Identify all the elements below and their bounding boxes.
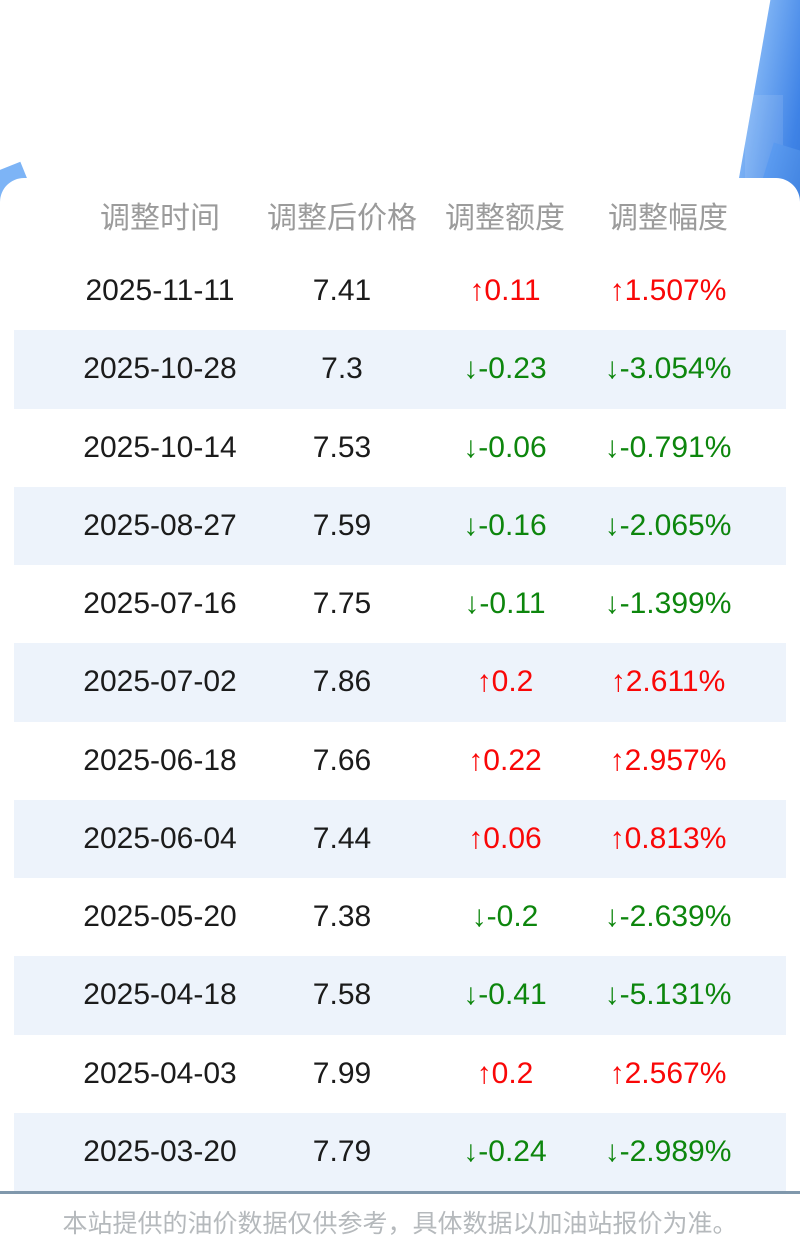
column-header-percent: 调整幅度 — [608, 202, 728, 235]
row-percent: ↑1.507% — [609, 274, 727, 308]
row-percent: ↑2.957% — [609, 743, 727, 777]
column-header-price: 调整后价格 — [267, 202, 417, 235]
row-date: 2025-11-11 — [85, 274, 235, 308]
row-price: 7.86 — [312, 665, 372, 699]
row-percent: ↑0.813% — [609, 821, 727, 855]
banner-bar-decoration — [575, 112, 623, 187]
table-row: 2025-04-03 7.99 ↑0.2 ↑2.567% — [14, 1035, 786, 1113]
row-date: 2025-07-16 — [83, 587, 237, 621]
row-change: ↑0.11 — [469, 274, 541, 308]
page-subtitle: 南方财富网整理 — [295, 105, 505, 138]
row-price: 7.53 — [312, 430, 372, 464]
table-row: 2025-10-28 7.3 ↓-0.23 ↓-3.054% — [14, 330, 786, 409]
row-price: 7.41 — [312, 274, 372, 308]
row-date: 2025-04-18 — [83, 978, 237, 1012]
table-row: 2025-07-02 7.86 ↑0.2 ↑2.611% — [14, 643, 786, 722]
row-change: ↓-0.2 — [471, 900, 539, 934]
table-header-row: 调整时间 调整后价格 调整额度 调整幅度 — [14, 178, 786, 252]
row-date: 2025-06-04 — [83, 821, 237, 855]
row-percent: ↓-2.639% — [604, 900, 732, 934]
row-price: 7.66 — [312, 743, 372, 777]
row-percent: ↓-2.989% — [604, 1134, 732, 1168]
row-date: 2025-10-28 — [83, 352, 237, 386]
row-date: 2025-03-20 — [83, 1134, 237, 1168]
footer-disclaimer: 本站提供的油价数据仅供参考，具体数据以加油站报价为准。 — [0, 1194, 800, 1238]
price-table-card: 调整时间 调整后价格 调整额度 调整幅度 2025-11-11 7.41 ↑0.… — [0, 178, 800, 1191]
table-row: 2025-07-16 7.75 ↓-0.11 ↓-1.399% — [14, 565, 786, 643]
table-row: 2025-05-20 7.38 ↓-0.2 ↓-2.639% — [14, 878, 786, 956]
row-change: ↑0.2 — [476, 665, 534, 699]
table-row: 2025-03-20 7.79 ↓-0.24 ↓-2.989% — [14, 1112, 786, 1191]
row-price: 7.3 — [321, 352, 363, 386]
row-price: 7.79 — [312, 1134, 372, 1168]
row-percent: ↑2.611% — [610, 665, 726, 699]
row-price: 7.75 — [312, 587, 372, 621]
row-date: 2025-06-18 — [83, 743, 237, 777]
row-percent: ↓-3.054% — [604, 352, 732, 386]
table-row: 2025-10-14 7.53 ↓-0.06 ↓-0.791% — [14, 409, 786, 487]
row-percent: ↓-1.399% — [604, 587, 732, 621]
row-percent: ↓-5.131% — [604, 978, 732, 1012]
row-price: 7.38 — [312, 900, 372, 934]
row-change: ↑0.06 — [468, 821, 542, 855]
row-change: ↓-0.24 — [463, 1134, 547, 1168]
table-row: 2025-06-18 7.66 ↑0.22 ↑2.957% — [14, 722, 786, 800]
row-date: 2025-08-27 — [83, 508, 237, 542]
row-date: 2025-07-02 — [83, 665, 237, 699]
row-change: ↑0.22 — [468, 743, 542, 777]
footer-divider — [0, 1191, 800, 1194]
column-header-change: 调整额度 — [445, 202, 565, 235]
table-row: 2025-04-18 7.58 ↓-0.41 ↓-5.131% — [14, 956, 786, 1035]
row-percent: ↓-0.791% — [604, 430, 732, 464]
page-title: 山东济宁95号汽油历史油价表 — [65, 29, 735, 85]
row-price: 7.58 — [312, 978, 372, 1012]
row-percent: ↓-2.065% — [604, 508, 732, 542]
row-price: 7.99 — [312, 1056, 372, 1090]
table-row: 2025-11-11 7.41 ↑0.11 ↑1.507% — [14, 252, 786, 330]
row-change: ↓-0.41 — [463, 978, 547, 1012]
table-row: 2025-06-04 7.44 ↑0.06 ↑0.813% — [14, 799, 786, 878]
row-date: 2025-05-20 — [83, 900, 237, 934]
table-row: 2025-08-27 7.59 ↓-0.16 ↓-2.065% — [14, 486, 786, 565]
column-header-time: 调整时间 — [100, 202, 220, 235]
row-percent: ↑2.567% — [609, 1056, 727, 1090]
row-change: ↓-0.11 — [464, 587, 546, 621]
row-price: 7.44 — [312, 821, 372, 855]
row-change: ↓-0.23 — [463, 352, 547, 386]
row-change: ↓-0.16 — [463, 508, 547, 542]
row-change: ↑0.2 — [476, 1056, 534, 1090]
banner-bar-decoration — [596, 90, 606, 200]
row-date: 2025-10-14 — [83, 430, 237, 464]
row-date: 2025-04-03 — [83, 1056, 237, 1090]
row-price: 7.59 — [312, 508, 372, 542]
row-change: ↓-0.06 — [463, 430, 547, 464]
